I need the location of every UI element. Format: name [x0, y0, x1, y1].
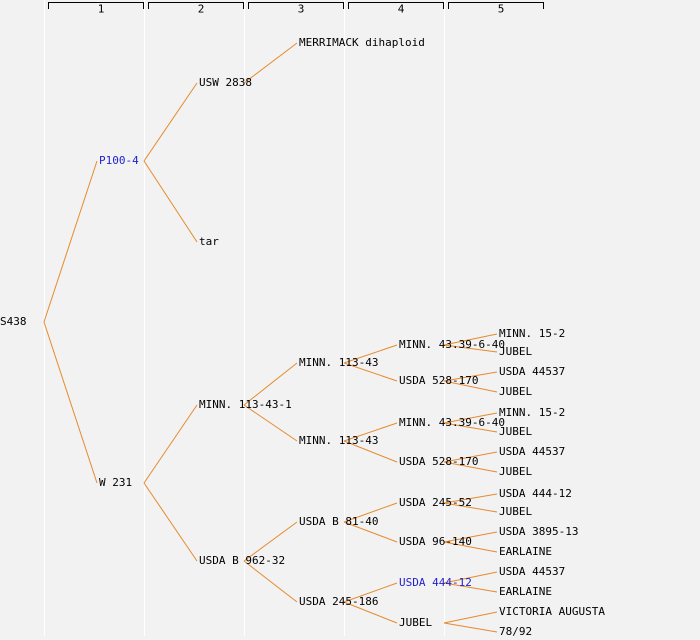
pedigree-node-label: MINN. 43.39-6-40 — [399, 338, 505, 351]
pedigree-edge — [343, 582, 398, 603]
pedigree-node-label: tar — [199, 235, 219, 248]
pedigree-edge — [443, 333, 498, 346]
pedigree-node-label: USDA 245-52 — [399, 496, 472, 509]
pedigree-node-label: EARLAINE — [499, 545, 552, 558]
column-bracket-4 — [348, 2, 444, 9]
column-bracket-2 — [148, 2, 244, 9]
pedigree-edge — [443, 412, 498, 424]
pedigree-edge — [443, 451, 498, 463]
pedigree-node-label: VICTORIA AUGUSTA — [499, 605, 605, 618]
column-header-1: 1 — [98, 3, 105, 16]
pedigree-edge — [343, 502, 398, 523]
pedigree-node-label: MINN. 15-2 — [499, 406, 566, 419]
pedigree-edge — [443, 380, 498, 393]
pedigree-edge — [443, 622, 498, 633]
pedigree-edge — [343, 440, 398, 463]
pedigree-edge — [443, 493, 498, 504]
pedigree-edge — [343, 422, 398, 442]
column-header-3: 3 — [298, 3, 305, 16]
pedigree-node-label: JUBEL — [399, 616, 433, 629]
pedigree-node-label: JUBEL — [499, 385, 533, 398]
pedigree-node-label: EARLAINE — [499, 585, 552, 598]
pedigree-node-label: MINN. 113-43 — [299, 356, 379, 369]
pedigree-node-link[interactable]: USDA 444-12 — [399, 576, 472, 589]
pedigree-node-label: USDA 245-186 — [299, 595, 379, 608]
pedigree-edge — [43, 160, 98, 323]
pedigree-edge — [143, 404, 198, 484]
pedigree-node-label: USDA 528-170 — [399, 374, 479, 387]
pedigree-node-label: USDA 96-140 — [399, 535, 472, 548]
pedigree-node-label: 78/92 — [499, 625, 533, 638]
pedigree-node-label: USDA B 962-32 — [199, 554, 286, 567]
pedigree-edge — [143, 160, 198, 243]
pedigree-edge — [343, 521, 398, 543]
pedigree-node-label: USW 2838 — [199, 76, 252, 89]
pedigree-edge — [243, 560, 298, 603]
pedigree-edge — [243, 521, 298, 562]
pedigree-edge — [443, 582, 498, 593]
pedigree-node-label: USDA 44537 — [499, 565, 566, 578]
pedigree-edge — [243, 42, 298, 84]
column-header-2: 2 — [198, 3, 205, 16]
pedigree-edge — [443, 502, 498, 513]
column-bracket-3 — [248, 2, 344, 9]
pedigree-node-label: JUBEL — [499, 465, 533, 478]
pedigree-node-label: USDA 44537 — [499, 365, 566, 378]
pedigree-edge — [443, 531, 498, 543]
column-bracket-5 — [448, 2, 544, 9]
pedigree-edge — [443, 461, 498, 473]
pedigree-node-label: JUBEL — [499, 345, 533, 358]
pedigree-node-label: JUBEL — [499, 425, 533, 438]
pedigree-node-link[interactable]: P100-4 — [99, 154, 139, 167]
pedigree-node-label: USDA 528-170 — [399, 455, 479, 468]
pedigree-node-label: MINN. 15-2 — [499, 327, 566, 340]
pedigree-edge — [43, 321, 98, 484]
pedigree-edge — [343, 601, 398, 624]
pedigree-edge — [443, 371, 498, 382]
pedigree-node-label: MINN. 43.39-6-40 — [399, 416, 505, 429]
pedigree-node-label: MINN. 113-43 — [299, 434, 379, 447]
pedigree-edge — [243, 362, 298, 406]
pedigree-edge — [443, 541, 498, 553]
pedigree-edge — [243, 404, 298, 442]
pedigree-edge — [443, 422, 498, 433]
pedigree-node-label: USDA 444-12 — [499, 487, 572, 500]
pedigree-node-label: MERRIMACK dihaploid — [299, 36, 425, 49]
pedigree-edge — [443, 571, 498, 584]
column-header-4: 4 — [398, 3, 405, 16]
column-header-5: 5 — [498, 3, 505, 16]
pedigree-node-label: JUBEL — [499, 505, 533, 518]
column-bracket-1 — [48, 2, 144, 9]
pedigree-node-label: MINN. 113-43-1 — [199, 398, 292, 411]
pedigree-edge — [343, 344, 398, 364]
pedigree-edge — [143, 482, 198, 562]
pedigree-node-label: S438 — [0, 315, 27, 328]
pedigree-node-label: W 231 — [99, 476, 133, 489]
pedigree-node-label: USDA 3895-13 — [499, 525, 579, 538]
pedigree-edge — [343, 362, 398, 382]
pedigree-node-label: USDA 44537 — [499, 445, 566, 458]
pedigree-node-label: USDA B 81-40 — [299, 515, 379, 528]
pedigree-edge — [443, 344, 498, 353]
pedigree-edge — [443, 611, 498, 624]
pedigree-edge — [143, 82, 198, 162]
